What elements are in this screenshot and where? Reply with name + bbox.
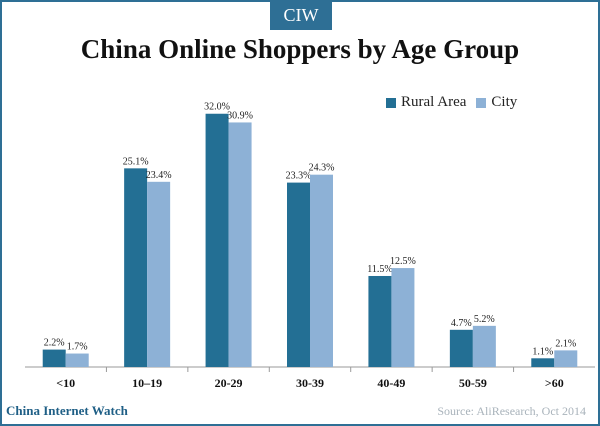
data-label-rural-2: 32.0% xyxy=(204,102,230,113)
bar-city-0 xyxy=(65,353,89,367)
bar-rural-3 xyxy=(287,182,310,367)
x-tick-label-3: 30-39 xyxy=(296,376,324,390)
data-label-rural-3: 23.3% xyxy=(286,171,312,182)
data-label-rural-0: 2.2% xyxy=(44,338,65,349)
x-tick-label-4: 40-49 xyxy=(377,376,405,390)
data-label-city-2: 30.9% xyxy=(227,110,253,121)
x-tick-label-5: 50-59 xyxy=(459,376,487,390)
legend-label-rural: Rural Area xyxy=(401,94,467,110)
ciw-badge: CIW xyxy=(270,0,332,30)
data-label-rural-5: 4.7% xyxy=(451,318,472,329)
x-tick-label-1: 10–19 xyxy=(132,376,162,390)
bar-city-2 xyxy=(228,122,252,367)
brand-label: China Internet Watch xyxy=(6,403,128,418)
data-label-city-6: 2.1% xyxy=(555,338,576,349)
x-tick-label-2: 20-29 xyxy=(215,376,243,390)
bar-rural-0 xyxy=(42,349,66,367)
data-label-city-3: 24.3% xyxy=(309,163,335,174)
data-label-rural-4: 11.5% xyxy=(367,264,392,275)
legend-swatch-city xyxy=(476,97,487,108)
bar-city-3 xyxy=(310,174,333,367)
legend-item-city: City xyxy=(476,94,517,111)
bar-city-1 xyxy=(147,181,171,367)
bar-rural-4 xyxy=(368,275,392,367)
bar-rural-2 xyxy=(205,113,229,367)
legend-swatch-rural xyxy=(386,97,396,108)
chart-title: China Online Shoppers by Age Group xyxy=(80,34,520,64)
x-tick-label-6: >60 xyxy=(545,376,564,390)
data-label-city-0: 1.7% xyxy=(67,342,88,353)
data-label-rural-1: 25.1% xyxy=(123,156,149,167)
bar-city-5 xyxy=(472,325,496,367)
data-label-city-5: 5.2% xyxy=(474,314,495,325)
bar-rural-5 xyxy=(449,329,473,367)
bar-rural-6 xyxy=(531,358,555,367)
bar-city-6 xyxy=(554,350,578,367)
bar-city-4 xyxy=(391,268,415,367)
x-tick-label-0: <10 xyxy=(56,376,75,390)
legend: Rural Area City xyxy=(386,94,517,111)
data-label-rural-6: 1.1% xyxy=(532,346,553,357)
source-label: Source: AliResearch, Oct 2014 xyxy=(437,404,586,418)
data-label-city-4: 12.5% xyxy=(390,256,416,267)
legend-item-rural: Rural Area xyxy=(386,94,466,111)
legend-label-city: City xyxy=(491,94,518,110)
data-label-city-1: 23.4% xyxy=(146,170,172,181)
bar-rural-1 xyxy=(124,168,148,367)
